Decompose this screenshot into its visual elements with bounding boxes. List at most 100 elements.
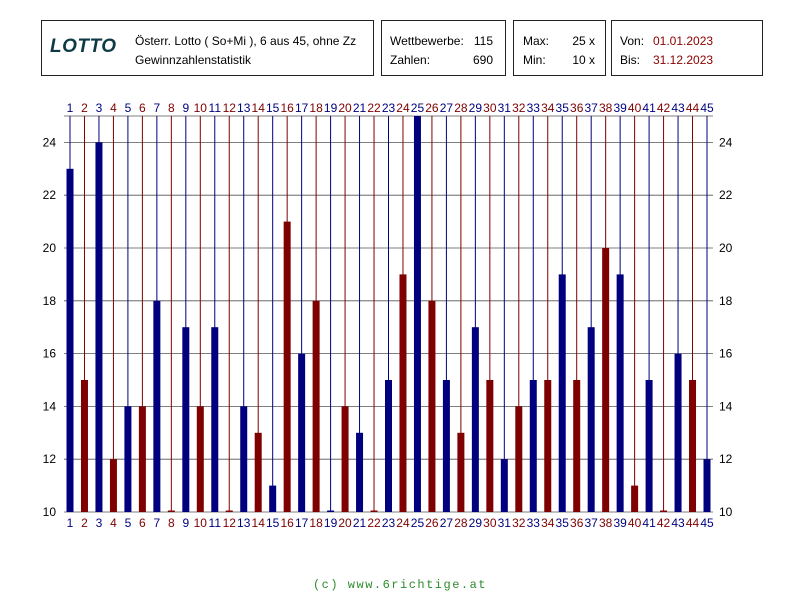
lotto-logo: LOTTO [50, 36, 117, 57]
bar [225, 510, 233, 512]
bar [399, 274, 407, 512]
bar [602, 248, 610, 512]
x-tick-label-bottom: 12 [223, 516, 237, 530]
bar [515, 406, 523, 512]
y-tick-label-left: 10 [43, 505, 57, 519]
x-tick-label-top: 33 [527, 101, 541, 115]
bar [240, 406, 248, 512]
bar [167, 510, 175, 512]
x-tick-label-bottom: 11 [209, 516, 222, 530]
bar [544, 380, 552, 512]
x-tick-label-bottom: 37 [585, 516, 599, 530]
y-tick-label-left: 16 [43, 347, 57, 361]
x-tick-label-top: 25 [411, 101, 425, 115]
header-range-box: Max: 25 x Min: 10 x [513, 20, 606, 76]
header-dates-box: Von: 01.01.2023 Bis: 31.12.2023 [611, 20, 763, 76]
x-tick-label-bottom: 21 [353, 516, 367, 530]
y-tick-label-right: 20 [719, 241, 733, 255]
bar [573, 380, 581, 512]
x-tick-label-bottom: 9 [182, 516, 189, 530]
x-tick-label-top: 21 [353, 101, 367, 115]
bar [109, 459, 117, 512]
x-tick-label-bottom: 44 [686, 516, 700, 530]
bar [558, 274, 566, 512]
y-tick-label-right: 10 [719, 505, 733, 519]
y-tick-label-right: 14 [719, 399, 733, 413]
header-logo-box: LOTTO Österr. Lotto ( So+Mi ), 6 aus 45,… [41, 20, 374, 76]
x-tick-label-bottom: 15 [266, 516, 280, 530]
bar [327, 510, 335, 512]
game-description: Österr. Lotto ( So+Mi ), 6 aus 45, ohne … [135, 34, 357, 48]
x-tick-label-top: 45 [700, 101, 714, 115]
statistic-subtitle: Gewinnzahlenstatistik [135, 53, 252, 67]
x-tick-label-bottom: 41 [642, 516, 656, 530]
bar [254, 432, 262, 512]
y-tick-label-left: 12 [43, 452, 57, 466]
bar [674, 353, 682, 512]
x-tick-label-top: 37 [585, 101, 599, 115]
bar [385, 380, 392, 512]
y-tick-label-left: 14 [43, 399, 57, 413]
x-tick-label-top: 22 [367, 101, 381, 115]
bar [471, 327, 479, 512]
wettbewerbe-label: Wettbewerbe: [390, 34, 464, 48]
x-tick-label-top: 39 [613, 101, 627, 115]
bar [660, 510, 668, 512]
zahlen-label: Zahlen: [390, 53, 431, 67]
x-tick-label-bottom: 29 [469, 516, 483, 530]
x-tick-label-bottom: 43 [671, 516, 685, 530]
bar [80, 380, 88, 512]
bar [356, 432, 364, 512]
x-tick-label-top: 35 [556, 101, 570, 115]
max-label: Max: [523, 34, 550, 48]
x-tick-label-bottom: 3 [96, 516, 103, 530]
x-tick-label-top: 7 [154, 101, 161, 115]
x-tick-label-top: 34 [541, 101, 555, 115]
bar [341, 406, 349, 512]
x-tick-label-top: 12 [223, 101, 237, 115]
zahlen-value: 690 [472, 53, 493, 67]
x-tick-label-bottom: 36 [570, 516, 584, 530]
x-tick-label-top: 38 [599, 101, 613, 115]
x-tick-label-bottom: 24 [396, 516, 410, 530]
y-tick-label-left: 20 [43, 241, 57, 255]
x-tick-label-bottom: 8 [168, 516, 175, 530]
x-tick-label-bottom: 13 [237, 516, 251, 530]
x-tick-label-top: 28 [454, 101, 468, 115]
x-tick-label-bottom: 14 [252, 516, 266, 530]
bar [529, 380, 537, 512]
x-tick-label-top: 6 [139, 101, 146, 115]
x-tick-label-bottom: 16 [280, 516, 294, 530]
von-date: 01.01.2023 [653, 34, 714, 48]
min-label: Min: [523, 53, 546, 67]
x-tick-label-bottom: 39 [613, 516, 627, 530]
y-tick-label-right: 22 [719, 188, 733, 202]
x-tick-label-top: 26 [425, 101, 439, 115]
x-tick-label-bottom: 40 [628, 516, 642, 530]
x-tick-label-bottom: 42 [657, 516, 671, 530]
x-tick-label-bottom: 45 [700, 516, 714, 530]
y-tick-label-right: 24 [719, 135, 733, 149]
x-tick-label-bottom: 30 [483, 516, 497, 530]
x-tick-label-bottom: 19 [324, 516, 338, 530]
x-tick-label-top: 16 [280, 101, 294, 115]
x-tick-label-top: 19 [324, 101, 338, 115]
y-tick-label-left: 22 [43, 188, 57, 202]
x-tick-label-bottom: 5 [125, 516, 132, 530]
x-tick-label-top: 14 [252, 101, 266, 115]
x-tick-label-bottom: 27 [440, 516, 454, 530]
bar [631, 485, 639, 512]
bar [312, 300, 320, 512]
x-tick-label-bottom: 22 [367, 516, 381, 530]
x-tick-label-bottom: 1 [67, 516, 74, 530]
x-tick-label-top: 23 [382, 101, 396, 115]
x-tick-label-top: 18 [309, 101, 323, 115]
min-value: 10 x [572, 53, 595, 67]
header-stats-box: Wettbewerbe: 115 Zahlen: 690 [381, 20, 506, 76]
wettbewerbe-value: 115 [473, 34, 493, 48]
x-tick-label-bottom: 28 [454, 516, 468, 530]
x-tick-label-top: 30 [483, 101, 497, 115]
x-tick-label-bottom: 25 [411, 516, 425, 530]
x-tick-label-bottom: 10 [194, 516, 208, 530]
